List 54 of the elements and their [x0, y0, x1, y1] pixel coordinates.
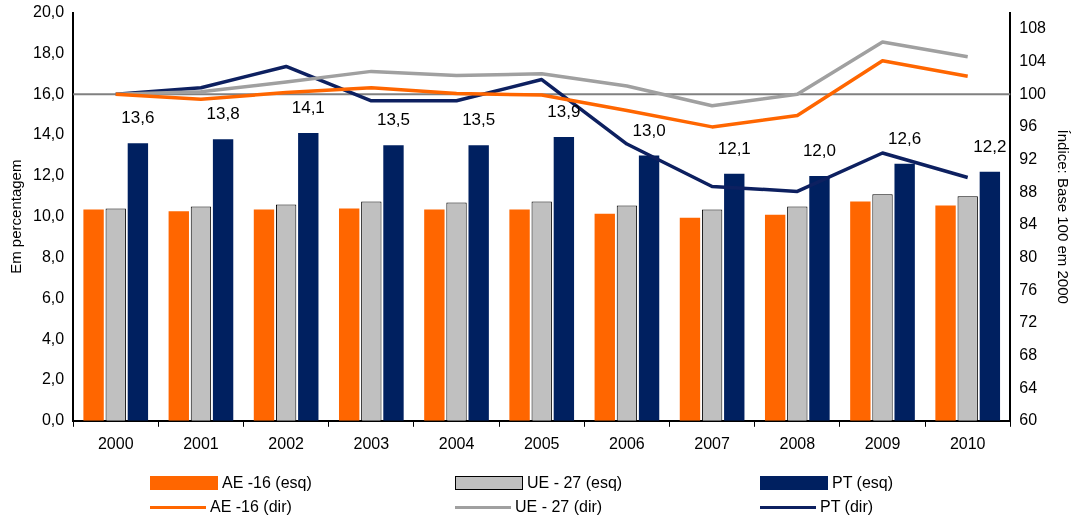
data-label: 12,0 [802, 141, 837, 161]
legend-label: UE - 27 (esq) [527, 474, 623, 492]
y2-tick-label: 92 [1019, 149, 1038, 167]
y-tick-label: 0,0 [41, 411, 65, 429]
data-label: 12,6 [888, 128, 922, 148]
data-label: 13,9 [547, 102, 581, 122]
data-label: 13,5 [462, 110, 496, 130]
y2-tick-label: 84 [1019, 215, 1038, 233]
y-tick-label: 14,0 [33, 125, 65, 143]
y-tick-label: 20,0 [33, 3, 65, 21]
x-tick-label: 2003 [353, 434, 390, 452]
legend-label: UE - 27 (dir) [515, 498, 603, 516]
data-label: 13,5 [376, 110, 411, 130]
y2-tick-label: 60 [1019, 411, 1038, 429]
legend-label: PT (esq) [832, 474, 894, 492]
data-label: 13,0 [632, 120, 666, 140]
x-tick-label: 2001 [183, 434, 219, 452]
legend-label: PT (dir) [820, 498, 874, 516]
y-tick-label: 6,0 [41, 288, 65, 306]
x-tick-label: 2004 [438, 434, 475, 452]
y-tick-label: 16,0 [33, 84, 65, 102]
x-tick-label: 2007 [694, 434, 731, 452]
y2-tick-label: 88 [1019, 182, 1038, 200]
y2-tick-label: 80 [1019, 247, 1038, 265]
y-tick-label: 4,0 [41, 329, 65, 347]
data-label: 12,2 [973, 136, 1007, 156]
y2-tick-label: 100 [1019, 84, 1047, 102]
y2-tick-label: 68 [1019, 345, 1038, 363]
data-label: 12,1 [717, 139, 751, 159]
x-tick-label: 2002 [268, 434, 305, 452]
x-tick-label: 2009 [864, 434, 901, 452]
y2-tick-label: 72 [1019, 313, 1038, 331]
legend-label: AE -16 (esq) [222, 474, 312, 492]
legend-label: AE -16 (dir) [210, 498, 292, 516]
y2-tick-label: 104 [1019, 51, 1047, 69]
x-tick-label: 2005 [523, 434, 560, 452]
y2-tick-label: 64 [1019, 378, 1038, 396]
data-label: 13,8 [206, 104, 240, 124]
x-tick-label: 2010 [949, 434, 986, 452]
y-axis-title: Em percentagem [7, 159, 25, 274]
data-label: 13,6 [121, 108, 155, 128]
y2-tick-label: 108 [1019, 19, 1047, 37]
y-tick-label: 8,0 [41, 247, 65, 265]
x-tick-label: 2006 [609, 434, 645, 452]
y-tick-label: 12,0 [33, 166, 65, 184]
y-tick-label: 10,0 [33, 207, 65, 225]
x-tick-label: 2000 [97, 434, 134, 452]
x-tick-label: 2008 [779, 434, 816, 452]
y-tick-label: 2,0 [41, 370, 65, 388]
y-tick-label: 18,0 [33, 43, 65, 61]
y2-axis-title: Índice: Base 100 em 2000 [1054, 129, 1072, 304]
y2-tick-label: 96 [1019, 117, 1038, 135]
data-label: 14,1 [291, 98, 325, 118]
y2-tick-label: 76 [1019, 280, 1038, 298]
